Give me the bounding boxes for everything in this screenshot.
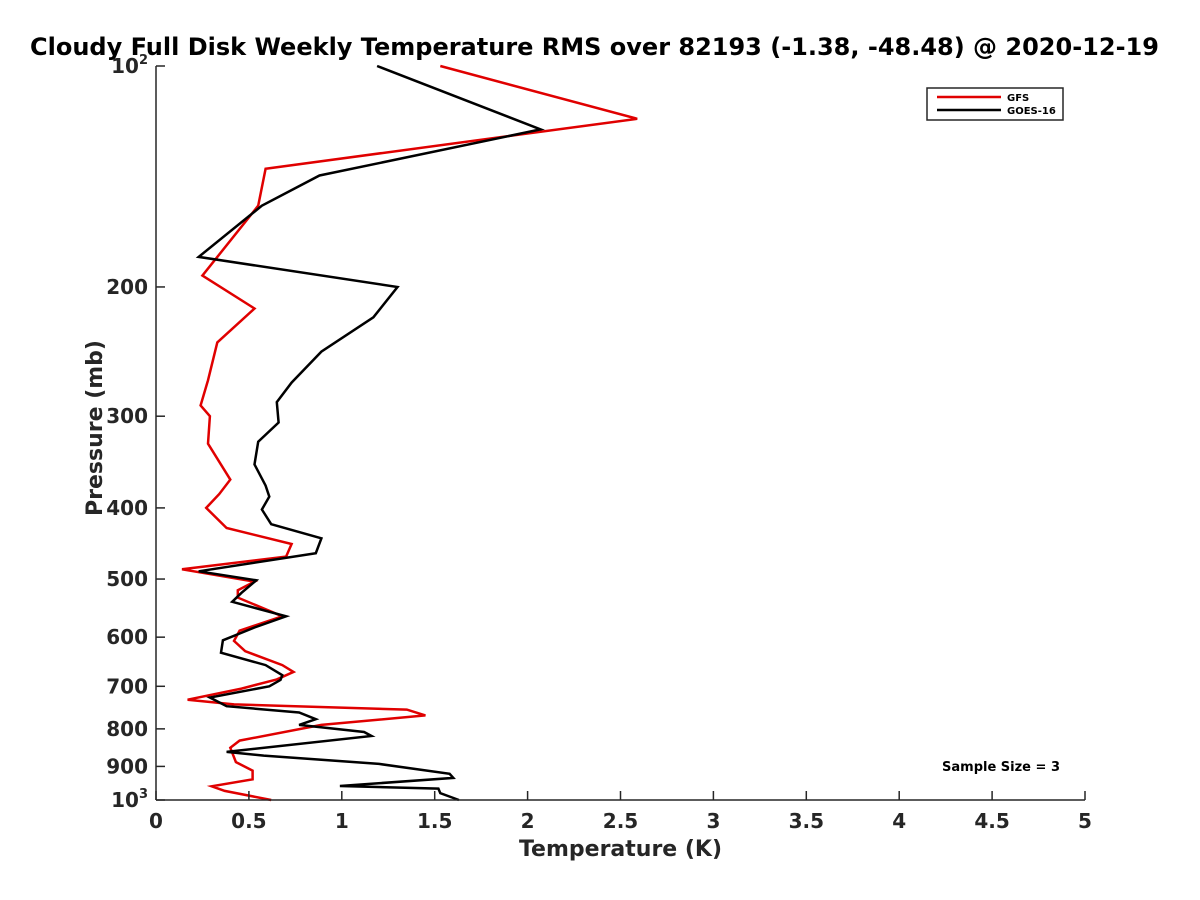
y-tick-label: 900 [106,754,148,778]
series-layer [181,64,638,802]
x-tick-label: 4.5 [974,809,1009,833]
y-tick-label: 800 [106,717,148,741]
y-tick-label: 102 [111,53,148,78]
y-ticks: 102 200 300 400 500 600 700 800 900 103 [106,53,165,812]
legend-box [926,87,1064,121]
x-ticks: 0 0.5 1 1.5 2 2.5 3 3.5 4 4.5 5 [149,791,1092,833]
series-line-goes-16 [195,64,545,802]
y-tick-label: 300 [106,404,148,428]
x-tick-label: 3.5 [789,809,824,833]
x-axis-label: Temperature (K) [519,837,722,862]
y-tick-label: 700 [106,674,148,698]
sample-size-annotation: Sample Size = 3 [942,760,1060,775]
y-tick-label: 103 [111,787,148,812]
x-tick-label: 0.5 [231,809,266,833]
plot-area: 0 0.5 1 1.5 2 2.5 3 3.5 4 4.5 5 102 200 300 400 500 600… [106,53,1092,833]
y-tick-label: 200 [106,275,148,299]
legend-label: GOES-16 [1007,106,1056,117]
series-line-gfs [181,64,638,802]
y-tick-label: 500 [106,567,148,591]
x-tick-label: 3 [706,809,720,833]
y-tick-label: 600 [106,625,148,649]
legend-label: GFS [1007,93,1029,104]
x-tick-label: 4 [892,809,906,833]
x-tick-label: 5 [1078,809,1092,833]
x-tick-label: 1.5 [417,809,452,833]
y-tick-label: 400 [106,496,148,520]
x-tick-label: 2.5 [603,809,638,833]
chart-title: Cloudy Full Disk Weekly Temperature RMS … [30,33,1159,61]
x-tick-label: 2 [521,809,535,833]
legend: GFS GOES-16 [926,87,1064,121]
x-tick-label: 0 [149,809,163,833]
y-axis-label: Pressure (mb) [83,340,108,516]
x-tick-label: 1 [335,809,349,833]
